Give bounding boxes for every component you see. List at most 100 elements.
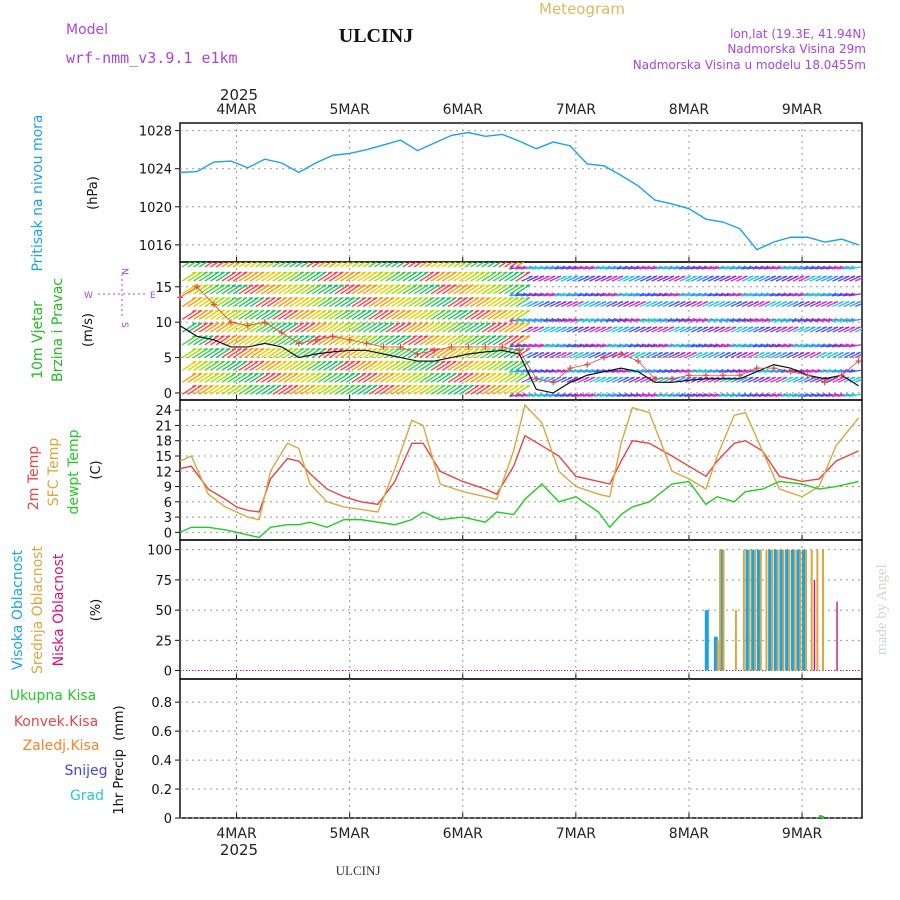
wind-arrowhead [543,392,548,397]
wind-arrow [408,322,423,333]
cloud-mid-bar [793,549,796,671]
wind-arrow [459,347,474,359]
wind-arrow [198,347,214,359]
wind-arrow [328,284,344,295]
wind-arrowhead [390,322,395,325]
wind-arrow [402,335,418,346]
wind-arrowhead [514,271,519,274]
wind-arrowhead [356,271,361,274]
wind-arrow [328,347,344,359]
wind-arrowhead [435,271,440,274]
wind-arrowhead [254,347,259,351]
wind-arrow [323,297,338,308]
wind-arrowhead [695,368,701,373]
wind-arrow [261,347,276,359]
wind-arrowhead [782,351,788,355]
wind-arrowhead [709,326,714,329]
precip-bar [819,815,823,818]
wind-arrow [453,262,463,268]
wind-arrow [487,347,502,359]
wind-arrow [504,360,519,371]
wind-arrowhead [503,296,508,300]
wind-arrow [470,262,480,268]
wind-arrowhead [588,292,594,297]
wind-arrowhead [401,258,405,259]
wind-arrowhead [429,347,434,351]
wind-arrowhead [868,353,872,354]
wind-arrowhead [350,347,355,351]
wind-arrowhead [565,368,571,373]
wind-arrow [436,322,452,333]
temp-unit: (C) [89,460,104,479]
wind-arrowhead [457,384,463,387]
wind-arrowhead [534,351,539,355]
wind-arrowhead [791,343,797,348]
wind-arrowhead [537,317,543,322]
wind-arrow [255,284,271,295]
wind-arrowhead [616,292,622,297]
cloud-mid-bar [822,549,825,671]
wind-arrow [283,360,299,371]
wind-arrowhead [322,296,327,300]
wind-arrowhead [497,384,502,387]
wind-arrowhead [831,368,837,373]
wind-arrowhead [457,335,463,338]
wind-arrow [317,322,333,333]
wind-arrowhead [503,258,507,259]
wind-arrowhead [701,368,707,373]
wind-arrowhead [599,343,605,348]
wind-arrowhead [797,265,803,270]
wind-arrowhead [480,372,485,375]
wind-arrow [447,384,463,395]
wind-arrowhead [412,284,417,287]
wind-arrowhead [310,384,316,387]
wind-arrowhead [474,271,480,274]
wind-arrowhead [624,326,629,329]
wind-arrow [351,284,367,295]
wind-arrow [492,309,508,320]
wind-arrowhead [327,284,333,287]
wind-arrow [181,271,197,282]
wind-arrowhead [520,384,525,387]
wind-arrowhead [774,317,780,322]
wind-arrowhead [715,376,720,379]
wind-arrowhead [265,309,270,312]
wind-arrowhead [610,317,616,322]
wind-arrowhead [491,284,497,287]
wind-arrowhead [214,360,220,363]
wind-arrow [430,372,446,383]
wind-arrow [385,347,401,359]
wind-arrowhead [741,317,746,322]
wind-arrowhead [361,384,367,387]
wind-arrowhead [305,258,309,259]
wind-arrowhead [486,271,491,274]
wind-arrowhead [565,317,571,322]
wind-arrowhead [503,347,508,351]
wind-arrow [255,271,271,282]
wind-arrowhead [833,275,839,278]
wind-arrowhead [209,335,214,338]
bottom-date-axis: 4MAR 5MAR 6MAR 7MAR 8MAR 9MAR [216,826,822,842]
wind-arrowhead [627,265,633,270]
wind-arrowhead [613,326,618,329]
wind-arrowhead [531,343,537,348]
wind-arrowhead [780,343,786,348]
wind-arrowhead [469,372,474,375]
wind-arrowhead [350,384,355,387]
wind-arrow [210,271,225,282]
wind-arrowhead [299,335,304,338]
wind-arrowhead [701,292,707,297]
wind-arrowhead [828,326,833,329]
wind-arrowhead [673,392,678,397]
wind-arrowhead [650,292,656,297]
wind-arrowhead [486,372,491,375]
wind-arrowhead [271,347,276,351]
wind-arrowhead [440,296,446,300]
wind-arrowhead [633,292,639,297]
wind-arrowhead [310,322,316,325]
cloud-mid-bar [748,549,751,671]
wind-arrowhead [573,326,578,329]
wind-arrowhead [577,292,582,297]
wind-arrow [300,284,316,295]
wind-arrow [283,372,299,383]
